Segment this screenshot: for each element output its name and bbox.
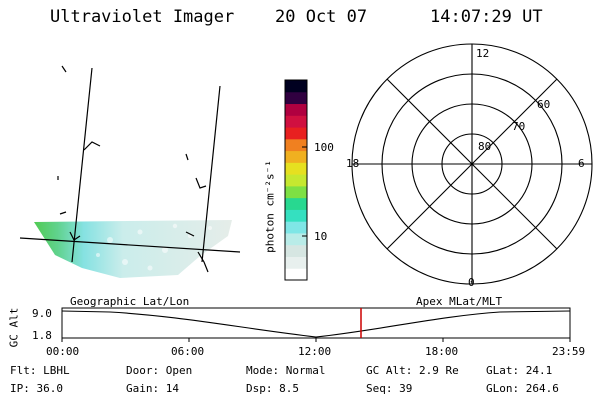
colorbar-band (285, 209, 307, 222)
colorbar-unit-label: photon cm⁻²s⁻¹ (263, 160, 277, 253)
colorbar-tick-10: 10 (314, 230, 328, 243)
polar-lat-80: 80 (478, 140, 492, 153)
timeline-y-axis-label: GC Alt (7, 307, 21, 348)
status-filter: Flt: LBHL (10, 364, 70, 377)
colorbar-band (285, 115, 307, 128)
colorbar-band (285, 232, 307, 246)
timeline-y-bottom: 1.8 (32, 329, 52, 342)
timeline-tick-1200: 12:00 (298, 345, 332, 358)
polar-mlt-12: 12 (476, 47, 490, 60)
timeline-left-label: Geographic Lat/Lon (70, 295, 190, 308)
instrument-title: Ultraviolet Imager (50, 7, 235, 27)
timeline-right-label: Apex MLat/MLT (416, 295, 503, 308)
status-gc-alt: GC Alt: 2.9 Re (366, 364, 459, 377)
colorbar-band (285, 197, 307, 210)
aurora-swath (34, 220, 232, 278)
status-ip: IP: 36.0 (10, 382, 63, 395)
colorbar-band (285, 221, 307, 234)
polar-mlt-18: 18 (346, 157, 360, 170)
polar-mlt-0: 0 (468, 276, 475, 289)
colorbar-band (285, 244, 307, 257)
colorbar-band (285, 174, 307, 187)
polar-lat-70: 70 (512, 120, 526, 133)
timeline-y-top: 9.0 (32, 307, 52, 320)
status-glat: GLat: 24.1 (486, 364, 553, 377)
colorbar-band (285, 268, 307, 281)
status-gain: Gain: 14 (126, 382, 179, 395)
colorbar-band (285, 256, 307, 269)
date-label: 20 Oct 07 (275, 7, 368, 27)
time-label: 14:07:29 UT (430, 7, 543, 27)
colorbar-band (285, 150, 307, 163)
timeline-tick-2359: 23:59 (552, 345, 586, 358)
polar-lat-60: 60 (537, 98, 551, 111)
status-door: Door: Open (126, 364, 193, 377)
colorbar-band (285, 185, 307, 199)
status-dsp: Dsp: 8.5 (246, 382, 299, 395)
colorbar-band (285, 103, 307, 116)
status-glon: GLon: 264.6 (486, 382, 559, 395)
status-mode: Mode: Normal (246, 364, 326, 377)
timeline-tick-0000: 00:00 (46, 345, 80, 358)
timeline-tick-0600: 06:00 (171, 345, 205, 358)
status-seq: Seq: 39 (366, 382, 413, 395)
colorbar-tick-100: 100 (314, 141, 334, 154)
timeline-tick-1800: 18:00 (425, 345, 459, 358)
colorbar-band (285, 80, 307, 93)
colorbar-band (285, 127, 307, 140)
colorbar-band (285, 138, 307, 152)
colorbar-band (285, 162, 307, 175)
polar-mlt-6: 6 (578, 157, 585, 170)
colorbar-band (285, 91, 307, 105)
